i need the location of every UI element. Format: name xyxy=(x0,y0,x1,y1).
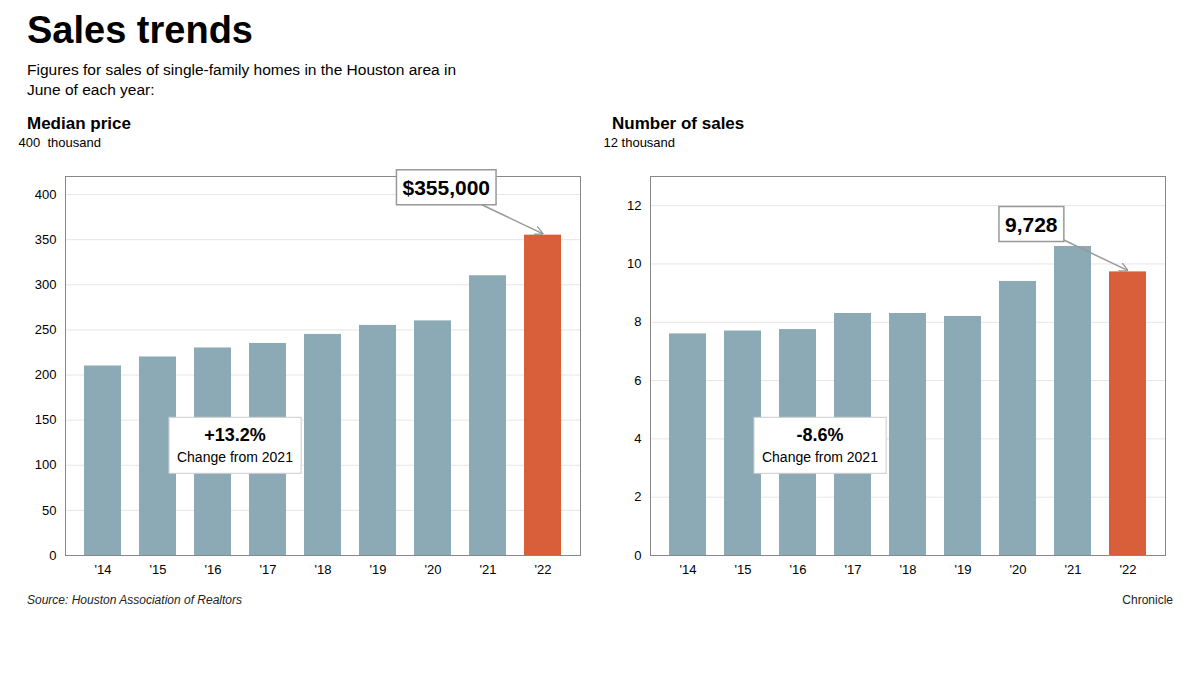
svg-text:250: 250 xyxy=(35,322,57,337)
svg-text:12 thousand: 12 thousand xyxy=(604,135,676,150)
svg-text:0: 0 xyxy=(634,548,641,563)
svg-text:50: 50 xyxy=(42,502,56,517)
svg-text:6: 6 xyxy=(634,373,641,388)
svg-text:'22: '22 xyxy=(1120,562,1137,577)
svg-text:'17: '17 xyxy=(260,562,277,577)
svg-text:'15: '15 xyxy=(150,562,167,577)
svg-text:350: 350 xyxy=(35,232,57,247)
svg-text:'17: '17 xyxy=(845,562,862,577)
svg-text:300: 300 xyxy=(35,277,57,292)
svg-text:'19: '19 xyxy=(955,562,972,577)
svg-text:-8.6%Change from 2021: -8.6%Change from 2021 xyxy=(762,425,878,465)
svg-text:150: 150 xyxy=(35,412,57,427)
html-text:Chronicle: Chronicle xyxy=(1122,592,1173,607)
svg-text:'18: '18 xyxy=(315,562,332,577)
svg-text:200: 200 xyxy=(35,367,57,382)
svg-text:12: 12 xyxy=(627,198,641,213)
svg-text:$355,000: $355,000 xyxy=(402,176,490,199)
svg-text:100: 100 xyxy=(35,457,57,472)
svg-text:'14: '14 xyxy=(95,562,112,577)
svg-text:2: 2 xyxy=(634,489,641,504)
svg-text:9,728: 9,728 xyxy=(1005,212,1058,235)
svg-text:'16: '16 xyxy=(790,562,807,577)
svg-text:'15: '15 xyxy=(735,562,752,577)
svg-text:8: 8 xyxy=(634,314,641,329)
svg-text:'21: '21 xyxy=(1065,562,1082,577)
svg-text:'21: '21 xyxy=(480,562,497,577)
svg-text:'20: '20 xyxy=(425,562,442,577)
html-text:Source: Houston Association of: Source: Houston Association of Realtors xyxy=(27,592,242,607)
svg-text:10: 10 xyxy=(627,256,641,271)
svg-text:'18: '18 xyxy=(900,562,917,577)
svg-text:0: 0 xyxy=(49,548,56,563)
svg-text:400: 400 xyxy=(35,187,57,202)
svg-text:+13.2%Change from 2021: +13.2%Change from 2021 xyxy=(177,425,293,465)
html-text:Sales trends: Sales trends xyxy=(27,9,253,51)
svg-text:'22: '22 xyxy=(535,562,552,577)
svg-text:'14: '14 xyxy=(680,562,697,577)
svg-text:'20: '20 xyxy=(1010,562,1027,577)
svg-text:4: 4 xyxy=(634,431,641,446)
svg-text:'16: '16 xyxy=(205,562,222,577)
html-text:Number of sales: Number of sales xyxy=(612,113,745,133)
html-text:Median price: Median price xyxy=(27,113,131,133)
svg-text:400 thousand: 400 thousand xyxy=(19,135,101,150)
html-text:Figures for sales of single-fa: Figures for sales of single-family homes… xyxy=(27,60,456,98)
svg-text:'19: '19 xyxy=(370,562,387,577)
